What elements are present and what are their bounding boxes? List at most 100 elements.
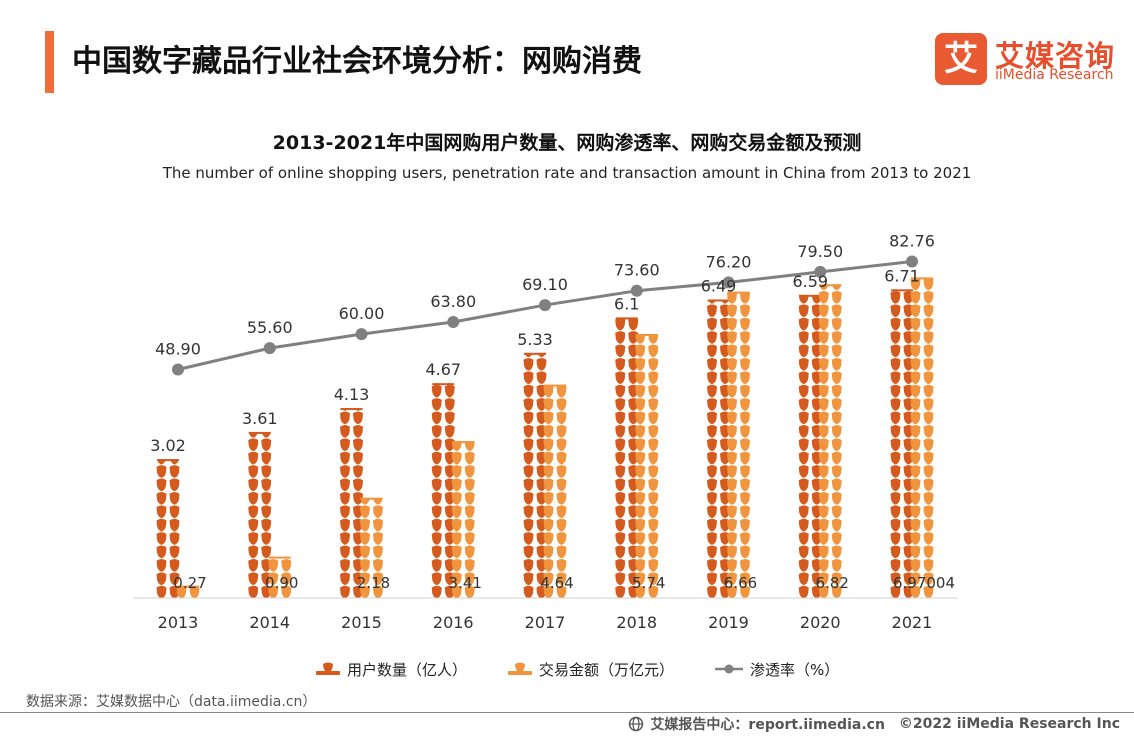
rate-point[interactable] [539,299,551,312]
users-value-label: 6.71 [884,266,920,285]
person-icon [818,478,829,492]
person-icon [727,491,737,505]
users-bar-2021[interactable] [890,278,914,599]
person-icon [727,465,737,478]
legend-label-users: 用户数量（亿人） [347,660,468,679]
person-icon [740,424,750,438]
person-icon [635,398,646,411]
person-icon [373,518,383,532]
amount-bar-2013[interactable] [176,572,200,599]
person-icon [831,558,842,572]
amount-bar-2019[interactable] [727,278,750,599]
users-bar-2015[interactable] [340,398,363,598]
rate-value-label: 73.60 [614,261,660,280]
amount-bar-2018[interactable] [635,318,659,599]
person-icon [923,532,934,545]
amount-bar-2015[interactable] [360,492,383,599]
amount-bar-2016[interactable] [451,425,475,599]
users-legend-icon [316,662,340,675]
rate-point[interactable] [906,255,918,268]
users-value-label: 3.61 [242,409,278,428]
person-icon [523,558,534,572]
footer: 艾媒报告中心：report.iimedia.cn ©2022 iiMedia R… [628,714,1120,734]
person-icon [556,558,567,572]
users-bar-2016[interactable] [431,371,455,598]
person-icon [431,398,442,411]
users-bar-2018[interactable] [615,304,639,598]
person-icon [615,585,626,598]
rate-point[interactable] [172,363,184,376]
users-value-label: 6.1 [614,294,639,313]
amount-bar-2021[interactable] [910,264,934,598]
person-icon [261,438,272,452]
person-icon [169,532,180,545]
person-icon [798,317,809,331]
amount-bar-2017[interactable] [543,371,567,598]
rate-point[interactable] [355,328,368,341]
person-icon [648,384,659,398]
person-icon [635,384,646,398]
person-icon [831,284,842,291]
person-icon [261,545,272,559]
person-icon [923,424,934,438]
person-icon [740,438,750,452]
person-icon [261,478,272,492]
users-bar-2014[interactable] [248,425,272,599]
iimedia-logo[interactable]: 艾 艾媒咨询 iiMedia Research [935,33,1115,85]
person-icon [556,398,567,411]
person-icon [353,411,363,425]
person-icon [464,532,475,545]
person-icon [556,532,567,545]
rate-point[interactable] [722,276,735,289]
users-bar-2019[interactable] [707,291,730,599]
person-icon [373,532,383,545]
x-tick-label: 2020 [800,613,841,632]
person-icon [523,424,534,438]
rate-point[interactable] [814,265,827,278]
person-icon [156,518,167,532]
person-icon [910,491,921,505]
users-bar-2020[interactable] [798,291,822,599]
person-icon [648,344,659,358]
person-icon [431,572,442,586]
amount-bar-2020[interactable] [818,278,842,599]
person-icon [890,398,901,411]
person-icon [831,331,842,344]
users-bar-2013[interactable] [156,452,180,599]
person-icon [707,585,717,598]
person-icon [648,451,659,465]
person-icon [340,491,350,505]
bar-cap [911,277,933,280]
person-icon [798,558,809,572]
person-icon [464,545,475,559]
legend-item-amount[interactable]: 交易金额（万亿元） [507,659,674,680]
person-icon [464,505,475,519]
rate-point[interactable] [447,315,460,328]
person-icon [464,465,475,478]
amount-bar-2014[interactable] [268,546,292,599]
report-center-link[interactable]: 艾媒报告中心：report.iimedia.cn [650,717,885,733]
legend-label-amount: 交易金额（万亿元） [539,660,675,679]
person-icon [923,465,934,478]
person-icon [727,438,737,452]
person-icon [798,304,809,318]
person-icon [431,518,442,532]
person-icon [831,465,842,478]
person-icon [831,518,842,532]
rate-point[interactable] [630,284,643,297]
bar-cap [707,299,730,302]
legend-item-rate[interactable]: 渗透率（%） [714,659,839,680]
amount-value-label: 5.74 [632,574,665,592]
users-bar-2017[interactable] [523,345,547,599]
person-icon [740,545,750,559]
person-icon [248,505,259,519]
amount-value-label: 6.82 [816,574,849,592]
amount-value-label: 0.27 [173,574,206,592]
person-icon [248,585,259,598]
rate-value-label: 55.60 [247,318,293,337]
rate-point[interactable] [263,342,276,355]
person-icon [818,491,829,505]
person-icon [543,398,554,411]
legend-item-users[interactable]: 用户数量（亿人） [315,659,467,680]
person-icon [818,532,829,545]
